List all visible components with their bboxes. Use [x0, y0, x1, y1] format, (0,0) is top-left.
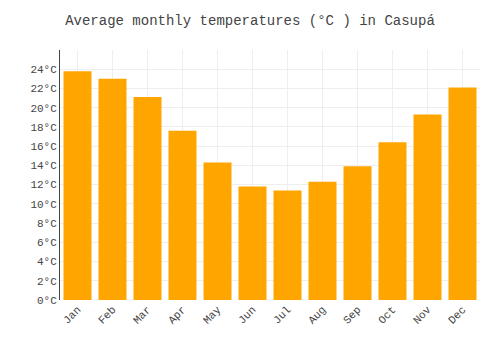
- svg-text:Nov: Nov: [411, 304, 434, 327]
- svg-text:8°C: 8°C: [37, 218, 57, 230]
- svg-text:22°C: 22°C: [30, 83, 57, 95]
- svg-text:Mar: Mar: [131, 304, 153, 326]
- svg-text:Feb: Feb: [96, 304, 118, 326]
- svg-text:10°C: 10°C: [30, 199, 57, 211]
- svg-text:16°C: 16°C: [30, 141, 57, 153]
- svg-text:14°C: 14°C: [30, 160, 57, 172]
- svg-text:Sep: Sep: [341, 304, 363, 326]
- svg-text:18°C: 18°C: [30, 122, 57, 134]
- svg-text:Jun: Jun: [236, 304, 258, 326]
- svg-text:2°C: 2°C: [37, 276, 57, 288]
- svg-text:6°C: 6°C: [37, 237, 57, 249]
- svg-text:4°C: 4°C: [37, 256, 57, 268]
- svg-text:0°C: 0°C: [37, 295, 57, 307]
- svg-text:Jul: Jul: [271, 304, 293, 326]
- svg-text:12°C: 12°C: [30, 179, 57, 191]
- svg-text:Oct: Oct: [376, 304, 398, 326]
- svg-text:20°C: 20°C: [30, 103, 57, 115]
- svg-text:May: May: [201, 304, 224, 327]
- svg-text:24°C: 24°C: [30, 64, 57, 76]
- svg-text:Average monthly temperatures (: Average monthly temperatures (°C ) in Ca…: [65, 13, 435, 29]
- svg-text:Apr: Apr: [166, 304, 188, 326]
- svg-text:Jan: Jan: [61, 304, 83, 326]
- svg-text:Dec: Dec: [446, 304, 468, 326]
- svg-text:Aug: Aug: [306, 304, 328, 326]
